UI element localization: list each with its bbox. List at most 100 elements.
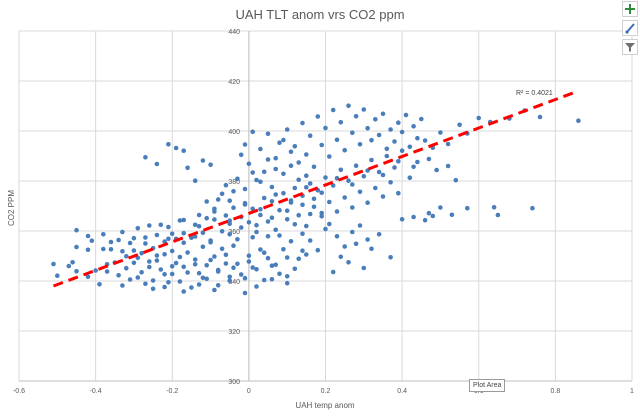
data-point[interactable] [181, 264, 186, 270]
data-point[interactable] [250, 129, 255, 135]
data-point[interactable] [261, 277, 267, 283]
data-point[interactable] [215, 269, 221, 274]
data-point[interactable] [491, 205, 497, 210]
data-point[interactable] [277, 207, 282, 213]
data-point[interactable] [319, 190, 325, 195]
data-point[interactable] [101, 246, 106, 252]
data-point[interactable] [192, 262, 198, 267]
data-point[interactable] [457, 122, 462, 128]
data-point[interactable] [350, 205, 355, 210]
data-point[interactable] [273, 155, 279, 161]
data-point[interactable] [127, 240, 133, 246]
data-point[interactable] [223, 252, 229, 258]
data-point[interactable] [238, 225, 244, 230]
data-point[interactable] [204, 199, 209, 204]
data-point[interactable] [66, 263, 72, 269]
data-point[interactable] [162, 239, 167, 244]
data-point[interactable] [120, 283, 125, 288]
data-point[interactable] [143, 241, 148, 246]
data-point[interactable] [246, 253, 252, 258]
data-point[interactable] [369, 246, 374, 252]
data-point[interactable] [284, 274, 290, 279]
data-point[interactable] [277, 140, 282, 145]
data-point[interactable] [254, 284, 259, 289]
data-point[interactable] [231, 189, 236, 194]
data-point[interactable] [365, 125, 370, 131]
data-point[interactable] [281, 247, 286, 252]
data-point[interactable] [357, 142, 363, 147]
data-point[interactable] [346, 103, 351, 108]
data-point[interactable] [208, 162, 213, 168]
data-point[interactable] [219, 246, 225, 252]
trendline[interactable] [52, 89, 579, 288]
data-point[interactable] [281, 137, 286, 143]
data-point[interactable] [353, 163, 359, 168]
data-point[interactable] [323, 125, 328, 131]
data-point[interactable] [120, 249, 125, 254]
data-point[interactable] [342, 147, 348, 153]
data-point[interactable] [399, 129, 405, 135]
data-point[interactable] [269, 277, 275, 282]
data-point[interactable] [154, 161, 160, 167]
data-point[interactable] [415, 135, 420, 141]
data-point[interactable] [127, 277, 133, 282]
data-point[interactable] [185, 250, 190, 255]
data-point[interactable] [154, 253, 160, 258]
data-point[interactable] [254, 177, 259, 183]
data-point[interactable] [85, 247, 91, 253]
data-point[interactable] [419, 116, 424, 122]
data-point[interactable] [147, 264, 152, 270]
data-point[interactable] [212, 206, 217, 212]
data-point[interactable] [104, 269, 110, 274]
data-point[interactable] [162, 272, 167, 277]
data-point[interactable] [189, 285, 194, 290]
data-point[interactable] [215, 283, 221, 288]
data-point[interactable] [89, 238, 95, 243]
data-point[interactable] [235, 237, 240, 242]
data-point[interactable] [185, 270, 190, 275]
data-point[interactable] [304, 173, 309, 178]
data-point[interactable] [227, 274, 232, 280]
data-point[interactable] [330, 183, 336, 188]
data-point[interactable] [250, 265, 255, 270]
data-point[interactable] [449, 212, 455, 218]
data-point[interactable] [223, 182, 229, 188]
data-point[interactable] [396, 120, 401, 125]
data-point[interactable] [162, 284, 167, 290]
data-point[interactable] [284, 217, 290, 222]
data-point[interactable] [254, 222, 259, 228]
data-point[interactable] [369, 137, 374, 143]
data-point[interactable] [212, 254, 217, 259]
data-point[interactable] [327, 199, 332, 205]
data-point[interactable] [388, 127, 393, 132]
data-point[interactable] [246, 259, 252, 264]
data-point[interactable] [192, 257, 198, 262]
data-point[interactable] [192, 178, 198, 183]
data-point[interactable] [537, 114, 543, 120]
data-point[interactable] [445, 163, 451, 169]
data-point[interactable] [235, 176, 240, 182]
data-point[interactable] [192, 222, 198, 228]
data-point[interactable] [258, 146, 263, 152]
data-point[interactable] [227, 218, 232, 223]
data-point[interactable] [250, 206, 255, 212]
data-point[interactable] [265, 234, 271, 239]
data-point[interactable] [300, 202, 305, 208]
data-point[interactable] [281, 190, 286, 196]
data-point[interactable] [388, 254, 393, 260]
chart-elements-button[interactable] [622, 1, 638, 17]
data-point[interactable] [258, 207, 263, 212]
data-point[interactable] [361, 265, 367, 271]
data-point[interactable] [388, 180, 393, 185]
data-point[interactable] [296, 160, 302, 165]
data-point[interactable] [284, 255, 290, 260]
data-point[interactable] [258, 179, 263, 185]
data-point[interactable] [399, 148, 405, 153]
data-point[interactable] [407, 144, 413, 150]
data-point[interactable] [139, 270, 144, 275]
data-point[interactable] [101, 232, 106, 237]
data-point[interactable] [208, 240, 213, 245]
data-point[interactable] [300, 120, 305, 126]
data-point[interactable] [135, 225, 141, 231]
data-point[interactable] [273, 166, 279, 172]
